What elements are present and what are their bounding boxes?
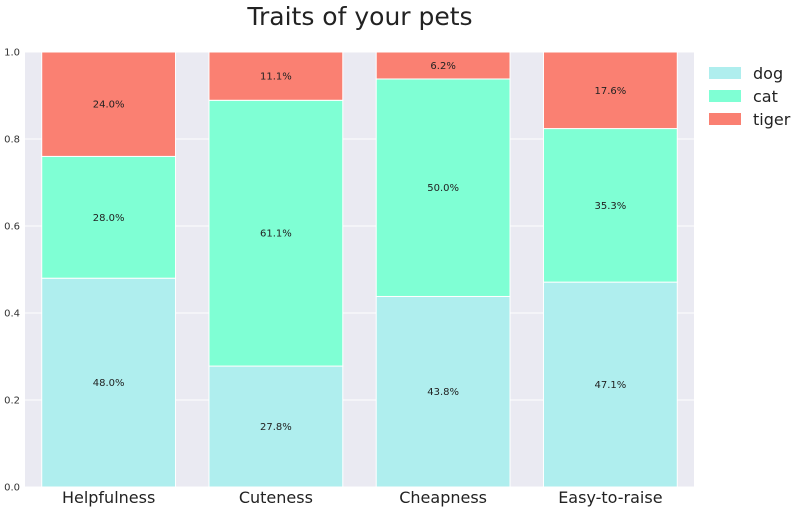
x-tick-label: Cheapness: [399, 488, 487, 507]
legend-swatch-cat: [709, 90, 741, 102]
y-tick-label: 0.8: [4, 135, 20, 146]
x-axis: Helpfulness Cuteness Cheapness Easy-to-rais…: [62, 488, 663, 507]
y-tick-label: 0.6: [4, 222, 20, 233]
x-tick-label: Cuteness: [239, 488, 313, 507]
data-label: 28.0%: [93, 213, 125, 224]
data-label: 11.1%: [260, 72, 292, 83]
bar-cat: [375, 78, 511, 297]
y-tick-label: 1.0: [4, 48, 20, 59]
legend-label: dog: [753, 64, 783, 83]
data-label: 43.8%: [427, 387, 459, 398]
bar-tiger: [375, 51, 511, 80]
legend: dog cat tiger: [709, 64, 791, 129]
data-label: 17.6%: [594, 86, 626, 97]
data-label: 48.0%: [93, 378, 125, 389]
y-axis: 0.0 0.2 0.4 0.6 0.8 1.0: [4, 48, 20, 494]
legend-swatch-tiger: [709, 113, 741, 125]
data-label: 47.1%: [594, 380, 626, 391]
data-label: 24.0%: [93, 100, 125, 111]
bar-cat: [208, 99, 344, 367]
bar-dog: [542, 281, 678, 488]
bar-cat: [542, 128, 678, 283]
data-label: 50.0%: [427, 183, 459, 194]
bar-dog: [41, 277, 177, 488]
bar-dog: [375, 295, 511, 488]
bar-tiger: [542, 51, 678, 130]
legend-label: tiger: [753, 110, 791, 129]
data-label: 27.8%: [260, 422, 292, 433]
data-label: 6.2%: [430, 61, 455, 72]
data-label: 35.3%: [594, 201, 626, 212]
x-tick-label: Helpfulness: [62, 488, 155, 507]
data-label: 61.1%: [260, 229, 292, 240]
bar-tiger: [41, 51, 177, 157]
chart-title: Traits of your pets: [246, 2, 472, 31]
legend-label: cat: [753, 87, 778, 106]
bars: 48.0% 28.0% 24.0% 27.8% 61.1% 11.1% 43.8% 50.0%…: [41, 51, 678, 488]
bar-dog: [208, 365, 344, 488]
legend-swatch-dog: [709, 67, 741, 79]
y-tick-label: 0.0: [4, 483, 20, 494]
y-tick-label: 0.4: [4, 309, 20, 320]
bar-tiger: [208, 51, 344, 101]
x-tick-label: Easy-to-raise: [558, 488, 662, 507]
y-tick-label: 0.2: [4, 396, 20, 407]
